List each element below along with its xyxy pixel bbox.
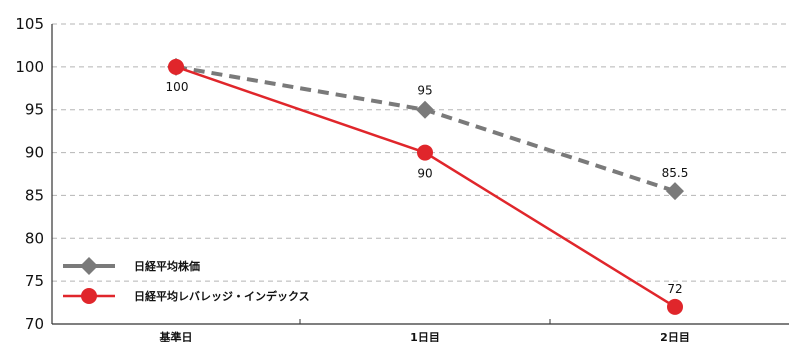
y-tick-label: 70: [25, 315, 44, 333]
series-layer: 95 85.5 100 90 72: [166, 57, 689, 315]
y-tick-label: 100: [15, 58, 44, 76]
series-leverage-index: 100 90 72: [166, 58, 683, 315]
data-label: 95: [417, 84, 432, 98]
y-tick-label: 90: [25, 144, 44, 162]
y-tick-label: 80: [25, 229, 44, 247]
data-label: 72: [667, 282, 682, 296]
data-point-circle: [667, 298, 683, 315]
y-tick-label: 75: [25, 272, 44, 290]
data-point-circle: [417, 144, 433, 161]
x-tick-label: 1日目: [410, 331, 440, 342]
legend-item: 日経平均レバレッジ・インデックス: [63, 288, 310, 304]
y-tick-label: 85: [25, 186, 44, 204]
series-nikkei-average: 95 85.5: [167, 57, 689, 201]
y-tick-label: 105: [15, 15, 44, 33]
x-tick-label: 基準日: [159, 330, 193, 342]
legend-label: 日経平均株価: [134, 259, 200, 273]
legend-label: 日経平均レバレッジ・インデックス: [134, 289, 310, 303]
axes: [51, 24, 789, 325]
x-tick-label: 2日目: [660, 331, 690, 342]
data-point-circle: [168, 58, 184, 75]
x-axis-ticks: 基準日 1日目 2日目: [159, 330, 690, 342]
y-tick-label: 95: [25, 101, 44, 119]
data-label: 85.5: [662, 166, 689, 180]
legend-item: 日経平均株価: [63, 257, 200, 275]
y-axis-ticks: 70 75 80 85 90 95 100 105: [15, 15, 44, 333]
data-label: 100: [166, 80, 189, 94]
legend-marker-circle: [81, 288, 97, 304]
grid-lines: [52, 23, 789, 282]
data-point-diamond: [666, 182, 684, 201]
data-label: 90: [417, 167, 432, 181]
legend-marker-diamond: [80, 257, 98, 275]
data-point-diamond: [416, 100, 434, 119]
